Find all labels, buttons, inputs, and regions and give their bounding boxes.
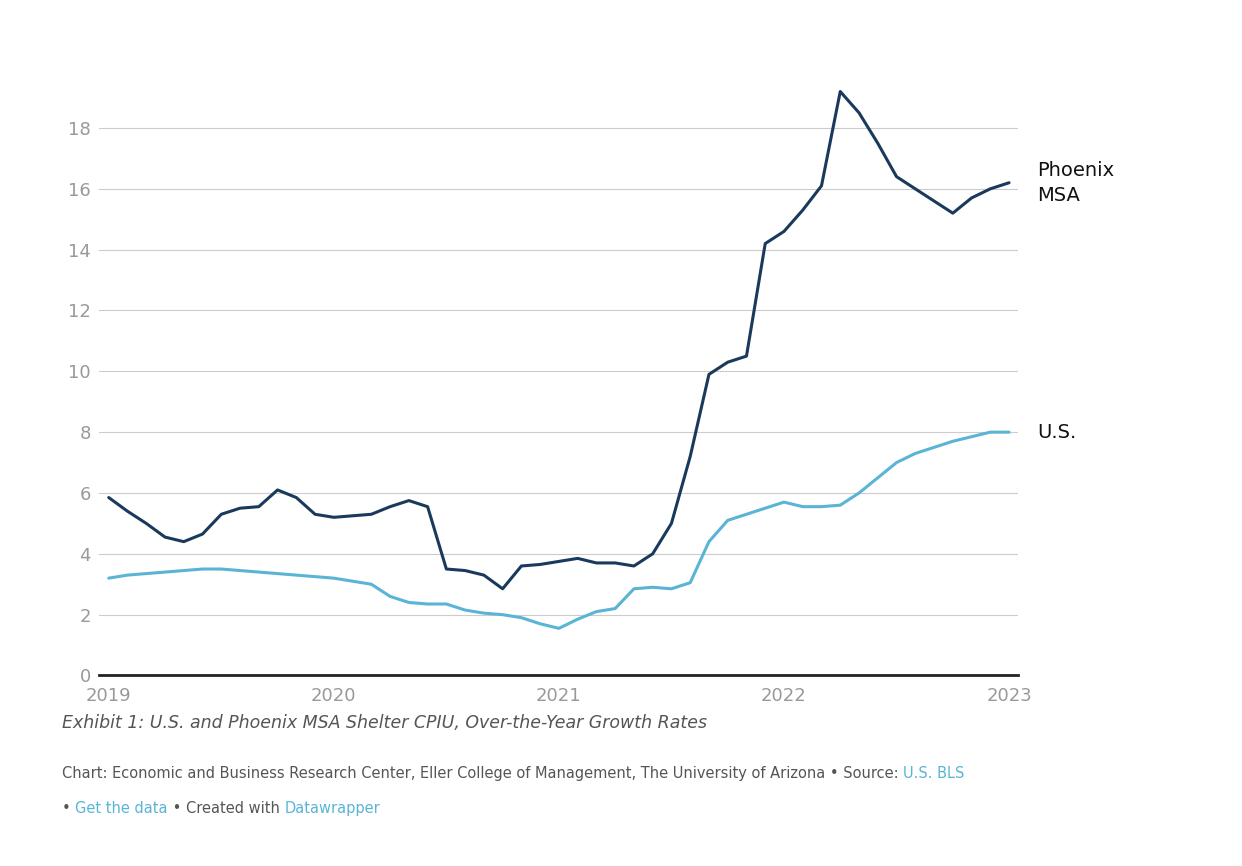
Text: • Created with: • Created with xyxy=(168,801,284,816)
Text: •: • xyxy=(62,801,76,816)
Text: Datawrapper: Datawrapper xyxy=(284,801,380,816)
Text: Chart: Economic and Business Research Center, Eller College of Management, The U: Chart: Economic and Business Research Ce… xyxy=(62,766,903,781)
Text: U.S.: U.S. xyxy=(1037,423,1077,442)
Text: U.S. BLS: U.S. BLS xyxy=(903,766,965,781)
Text: Phoenix
MSA: Phoenix MSA xyxy=(1037,161,1114,204)
Text: Exhibit 1: U.S. and Phoenix MSA Shelter CPIU, Over-the-Year Growth Rates: Exhibit 1: U.S. and Phoenix MSA Shelter … xyxy=(62,714,707,733)
Text: Get the data: Get the data xyxy=(76,801,168,816)
